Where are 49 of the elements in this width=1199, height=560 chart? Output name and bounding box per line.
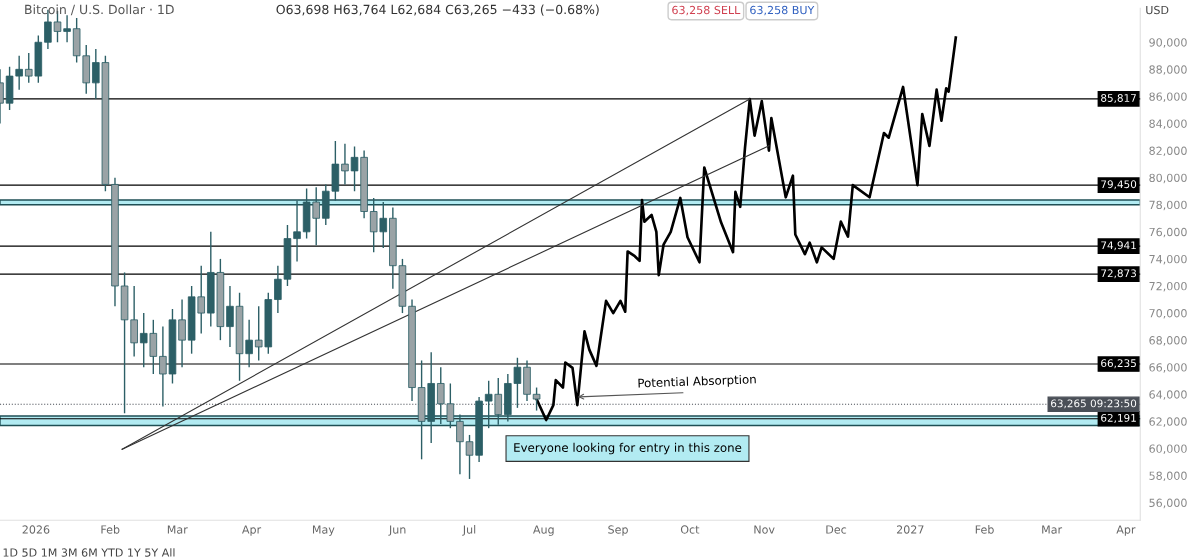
ref-line-label: 74,941 xyxy=(1101,241,1136,251)
x-tick-label: Apr xyxy=(1116,525,1136,536)
y-tick-label: 76,000 xyxy=(1149,227,1187,238)
ref-line-label: 66,235 xyxy=(1101,359,1136,369)
x-tick-label: Jun xyxy=(388,525,406,536)
y-tick-label: 64,000 xyxy=(1149,390,1187,400)
chart-subtitle: O63,698 H63,764 L62,684 C63,265 −433 (−0.68%) xyxy=(276,4,599,16)
y-tick-label: 90,000 xyxy=(1149,38,1187,48)
x-tick-label: Feb xyxy=(101,525,120,534)
y-tick-label: 88,000 xyxy=(1149,65,1187,75)
y-tick-label: 84,000 xyxy=(1149,119,1187,130)
text: USD xyxy=(1146,5,1169,15)
x-tick-label: Dec xyxy=(826,525,847,534)
chart-title: Bitcoin / U.S. Dollar · 1D xyxy=(25,4,174,16)
annotation: 63,258 BUY xyxy=(750,5,815,16)
y-tick-label: 82,000 xyxy=(1149,146,1187,157)
text: 1D 5D 1M 3M 6M YTD 1Y 5Y All xyxy=(3,548,175,557)
x-tick-label: Nov xyxy=(754,525,775,534)
ref-line-label: 72,873 xyxy=(1101,269,1136,279)
x-tick-label: Jul xyxy=(462,525,476,536)
x-tick-label: Apr xyxy=(242,525,262,536)
x-tick-label: Feb xyxy=(975,525,994,534)
x-tick-label: 2027 xyxy=(896,525,924,534)
y-tick-label: 70,000 xyxy=(1149,309,1187,319)
x-tick-label: Mar xyxy=(1042,525,1063,534)
x-tick-label: 2026 xyxy=(22,525,50,534)
y-tick-label: 86,000 xyxy=(1149,92,1187,102)
x-tick-label: Mar xyxy=(167,525,188,534)
x-tick-label: Oct xyxy=(680,525,700,534)
y-tick-label: 80,000 xyxy=(1149,173,1187,184)
y-tick-label: 62,000 xyxy=(1149,417,1187,427)
ref-line-label: 63,265 09:23:50 xyxy=(1051,399,1137,409)
y-tick-label: 56,000 xyxy=(1149,498,1187,509)
ref-line-label: 79,450 xyxy=(1101,180,1137,190)
y-tick-label: 68,000 xyxy=(1149,336,1187,346)
annotation: 63,258 SELL xyxy=(672,5,741,16)
y-tick-label: 78,000 xyxy=(1149,200,1187,211)
y-tick-label: 60,000 xyxy=(1149,444,1187,454)
y-tick-label: 72,000 xyxy=(1149,281,1187,292)
ref-line-label: 85,817 xyxy=(1101,94,1136,103)
y-tick-label: 74,000 xyxy=(1149,254,1187,265)
x-tick-label: May xyxy=(312,525,335,536)
ref-line-label: 62,191 xyxy=(1101,413,1136,423)
annotation: Potential Absorption xyxy=(638,374,756,390)
x-tick-label: Sep xyxy=(608,525,628,536)
y-tick-label: 66,000 xyxy=(1149,363,1187,373)
x-tick-label: Aug xyxy=(533,525,554,536)
y-tick-label: 58,000 xyxy=(1149,471,1187,482)
annotation: Everyone looking for entry in this zone xyxy=(514,442,742,455)
